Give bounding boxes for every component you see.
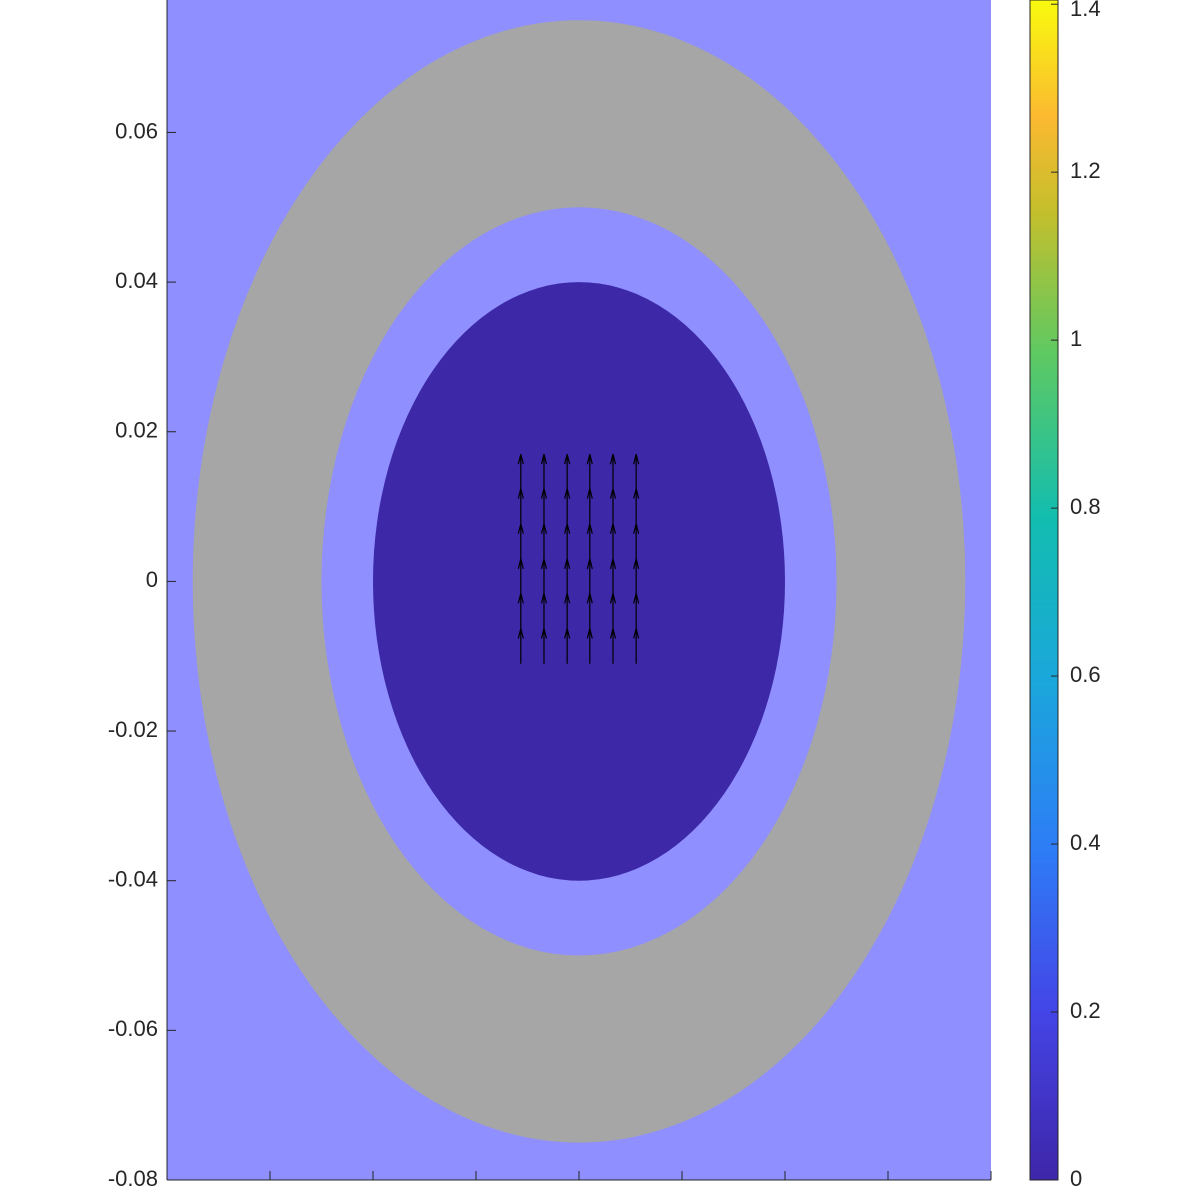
colorbar-tick-label: 1.4 (1070, 0, 1101, 21)
y-tick-label: 0 (146, 567, 158, 592)
y-tick-label: 0.06 (115, 118, 158, 143)
arrow (633, 454, 640, 490)
arrow (540, 454, 548, 490)
colorbar-tick-label: 1 (1070, 326, 1082, 351)
y-tick-label: -0.08 (108, 1166, 158, 1191)
colorbar-tick-label: 0.8 (1070, 494, 1101, 519)
y-tick-label: 0.04 (115, 268, 158, 293)
colorbar (1029, 0, 1059, 1181)
arrow (564, 454, 571, 490)
colorbar-tick-label: 0 (1070, 1166, 1082, 1191)
colorbar-tick-label: 0.6 (1070, 662, 1101, 687)
colorbar-tick-label: 0.2 (1070, 998, 1101, 1023)
arrow (586, 454, 593, 490)
y-tick-label: 0.02 (115, 418, 158, 443)
plot-area (167, 0, 991, 1180)
arrow (609, 454, 617, 490)
y-tick-label: -0.02 (108, 717, 158, 742)
arrow (517, 454, 524, 490)
colorbar-tick-label: 0.4 (1070, 830, 1101, 855)
colorbar-tick-label: 1.2 (1070, 158, 1101, 183)
region (373, 282, 785, 881)
y-tick-label: -0.04 (108, 867, 158, 892)
y-tick-label: -0.06 (108, 1016, 158, 1041)
